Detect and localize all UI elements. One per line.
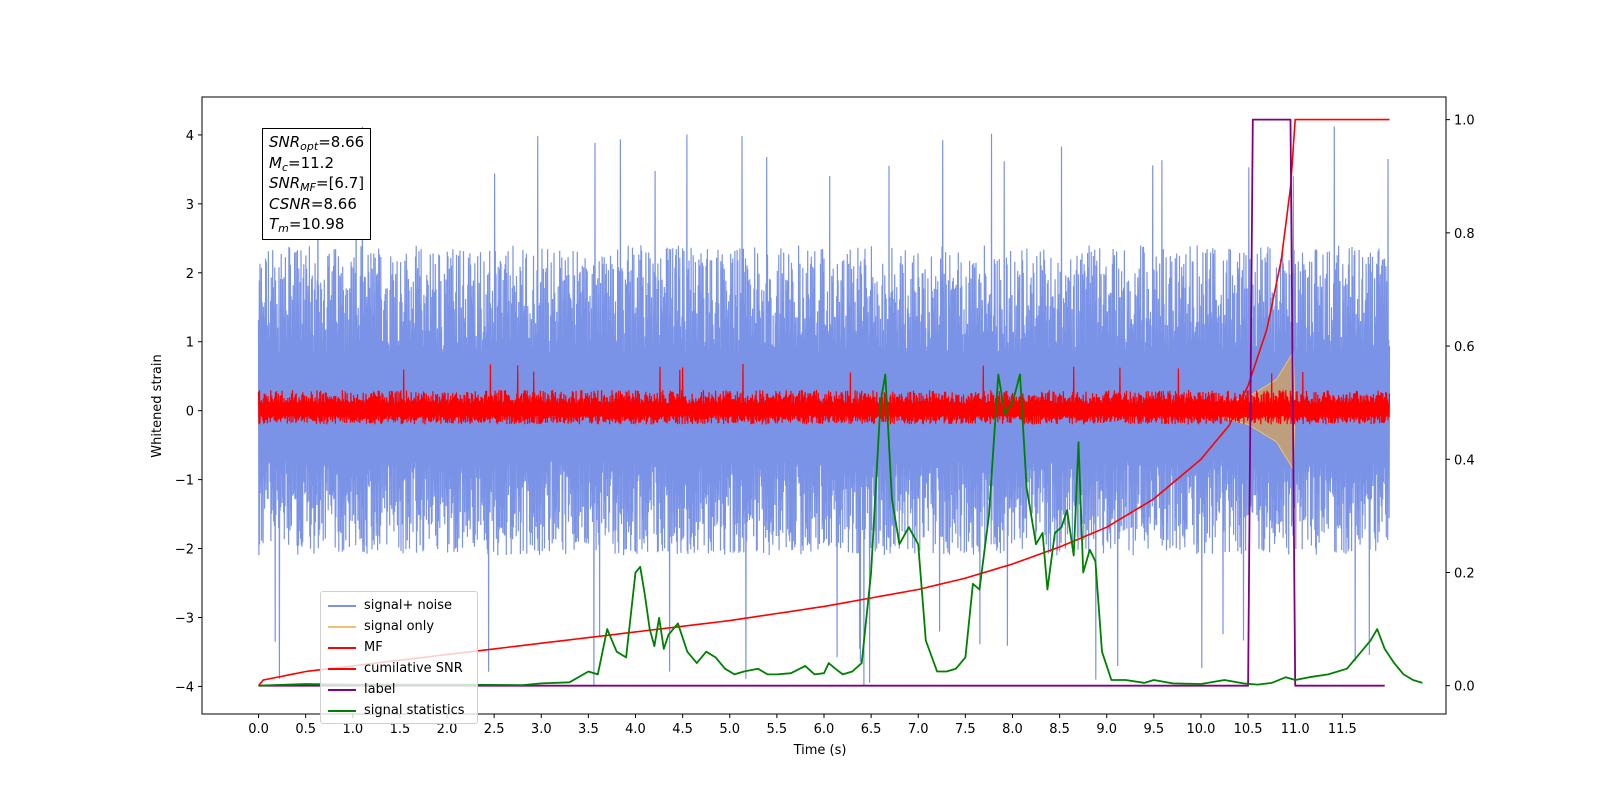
snr-opt-line: SNRopt=8.66 [269,133,365,153]
legend-swatch [328,646,356,649]
y-right-tick-label: 0.2 [1454,566,1475,581]
x-tick-label: 5.0 [719,722,740,737]
y-left-tick-label: −1 [175,474,194,489]
legend-swatch [328,688,356,691]
annotation-box: SNRopt=8.66 Mc=11.2 SNRMF=[6.7] CSNR=8.6… [262,128,372,240]
legend-item-signal-only: signal only [321,616,477,637]
y-right-tick-label: 0.0 [1454,680,1475,695]
legend-item-label: label [321,679,477,700]
series-layer [257,118,1423,687]
x-tick-label: 6.5 [861,722,882,737]
legend-label: MF [364,640,383,655]
y-right-tick-label: 1.0 [1454,114,1475,129]
y-axis-left: −4 −3 −2 −1 0 1 2 3 4 [175,129,202,695]
x-tick-label: 11.5 [1328,722,1357,737]
y-left-tick-label: −2 [175,543,194,558]
tm-line: Tm=10.98 [269,215,345,235]
legend-item-mf: MF [321,637,477,658]
legend-label: signal+ noise [364,598,453,613]
legend-label: signal statistics [364,703,465,718]
y-left-tick-label: 0 [186,405,194,420]
series-mf [257,363,1391,425]
legend-swatch [328,709,356,712]
x-tick-label: 10.5 [1234,722,1263,737]
x-tick-label: 8.0 [1002,722,1023,737]
legend-item-signal-noise: signal+ noise [321,595,477,616]
y-left-tick-label: −3 [175,611,194,626]
x-tick-label: 7.0 [908,722,929,737]
snr-mf-line: SNRMF=[6.7] [269,174,365,194]
x-tick-label: 3.5 [578,722,599,737]
legend-item-cumulative-snr: cumilative SNR [321,658,477,679]
y-axis-left-label: Whitened strain [150,354,165,457]
mc-line: Mc=11.2 [269,153,334,174]
y-right-tick-label: 0.4 [1454,453,1475,468]
x-tick-label: 0.0 [248,722,269,737]
legend-swatch [328,667,356,670]
series-label [258,118,1385,687]
csnr-value: 8.66 [323,194,357,213]
x-tick-label: 8.5 [1049,722,1070,737]
y-left-tick-label: 4 [186,129,194,144]
legend-label: signal only [364,619,435,634]
legend-label: label [364,682,396,697]
y-axis-right: 0.0 0.2 0.4 0.6 0.8 1.0 [1446,114,1475,695]
x-tick-label: 2.5 [484,722,505,737]
series-signal-statistics [258,373,1423,687]
x-axis: 0.0 0.5 1.0 1.5 2.0 2.5 3.0 3.5 4.0 4.5 5.0 5.5 6.0 6… [248,714,1357,737]
y-right-tick-label: 0.8 [1454,227,1475,242]
x-axis-label: Time (s) [793,743,847,758]
x-tick-label: 11.0 [1281,722,1310,737]
y-right-tick-label: 0.6 [1454,340,1475,355]
x-tick-label: 2.0 [437,722,458,737]
y-left-tick-label: 2 [186,267,194,282]
csnr-line: CSNR=8.66 [269,194,357,213]
legend-label: cumilative SNR [364,661,463,676]
x-tick-label: 3.0 [531,722,552,737]
x-tick-label: 9.5 [1144,722,1165,737]
x-tick-label: 9.0 [1096,722,1117,737]
mc-value: 11.2 [300,153,334,172]
x-tick-label: 6.0 [814,722,835,737]
x-tick-label: 7.5 [955,722,976,737]
legend: signal+ noise signal only MF cumilative … [320,591,478,724]
y-left-tick-label: 1 [186,336,194,351]
y-left-tick-label: −4 [175,680,194,695]
x-tick-label: 4.5 [672,722,693,737]
x-tick-label: 10.0 [1186,722,1215,737]
x-tick-label: 1.0 [342,722,363,737]
x-tick-label: 1.5 [390,722,411,737]
x-tick-label: 5.5 [767,722,788,737]
x-tick-label: 0.5 [295,722,316,737]
snr-mf-value: [6.7] [328,174,365,192]
legend-swatch [328,625,356,628]
x-tick-label: 4.0 [625,722,646,737]
legend-swatch [328,604,356,607]
y-left-tick-label: 3 [186,198,194,213]
tm-value: 10.98 [301,215,345,233]
legend-item-signal-statistics: signal statistics [321,700,477,721]
snr-opt-value: 8.66 [330,133,365,151]
